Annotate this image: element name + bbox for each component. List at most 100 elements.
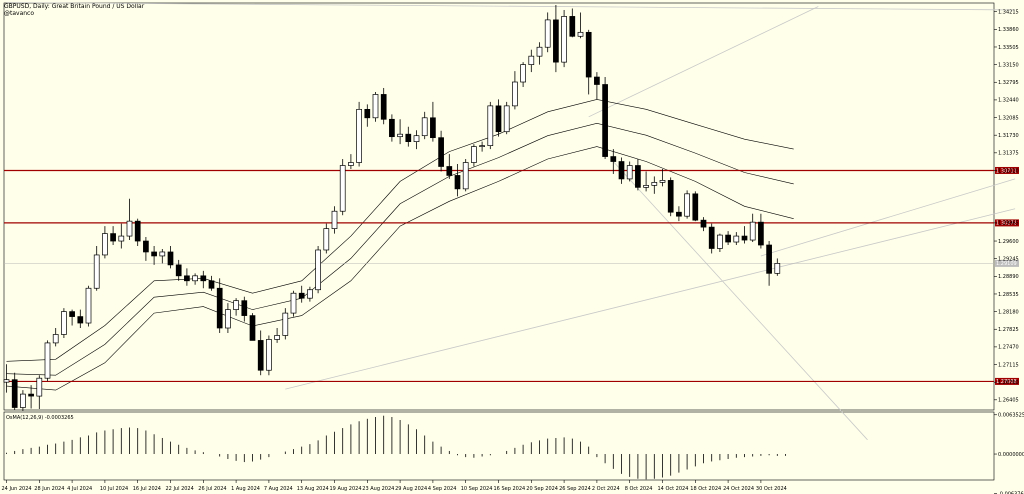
bear-candle [446,166,453,176]
bull-candle [520,64,526,83]
x-tick-label: 24 Jun 2024 [2,486,32,492]
x-tick-label: 26 Sep 2024 [559,486,591,492]
osma-y-tick-label: 0.0063525 [998,413,1024,419]
bull-candle [225,309,231,329]
bull-candle [462,162,469,190]
bear-candle [766,244,772,274]
x-tick-label: 4 Jul 2024 [67,486,92,492]
bull-candle [315,249,321,291]
bear-candle [635,165,641,188]
x-tick-label: 24 Oct 2024 [723,486,754,492]
y-tick-label: 1.28180 [998,309,1019,315]
osma-y-tick-label: -0.0063769 [998,491,1024,494]
y-tick-label: 1.34215 [998,9,1019,15]
y-tick-label: 1.28535 [998,292,1019,298]
bull-candle [561,16,567,63]
x-tick-label: 23 Aug 2024 [362,486,394,492]
main-plot-frame [3,2,995,411]
bull-candle [20,393,26,408]
price-level-tag [995,219,1019,227]
bull-candle [544,19,551,48]
bull-candle [192,275,198,282]
bull-candle [479,145,485,147]
x-tick-label: 10 Jul 2024 [100,486,128,492]
bull-candle [413,135,420,142]
bear-candle [692,193,699,221]
bull-candle [536,46,543,57]
bull-candle [487,105,494,146]
y-tick-label: 1.33150 [998,62,1019,68]
bull-candle [61,311,67,335]
bull-candle [339,165,346,212]
bull-candle [307,289,313,299]
bear-candle [257,340,264,371]
price-level-tag [995,166,1019,174]
x-tick-label: 1 Aug 2024 [231,486,260,492]
y-tick-label: 1.32085 [998,115,1019,121]
bull-candle [372,94,379,119]
x-tick-label: 8 Oct 2024 [625,486,653,492]
bull-candle [733,235,740,243]
price-level-label: 1.30272 [996,221,1017,227]
bull-candle [3,379,10,383]
bull-candle [274,335,280,340]
osma-title: OsMA(12,26,9) -0.0003265 [6,415,74,421]
bull-candle [749,221,756,241]
bear-candle [249,315,256,341]
bear-candle [495,105,502,133]
trendline [760,178,1016,257]
bear-candle [700,219,707,228]
bear-candle [143,240,149,253]
bull-candle [331,210,338,229]
y-tick-label: 1.29245 [998,256,1019,262]
bull-candle [36,377,43,397]
bear-candle [758,221,764,246]
bull-candle [290,292,297,314]
trendline [613,161,868,441]
y-tick-label: 1.33505 [998,45,1019,51]
bull-candle [93,254,100,289]
bull-candle [421,117,428,137]
x-tick-label: 29 Aug 2024 [395,486,427,492]
x-tick-label: 18 Oct 2024 [690,486,721,492]
bull-candle [528,55,535,65]
x-tick-label: 22 Jul 2024 [166,486,194,492]
bull-candle [52,334,59,344]
bear-candle [610,156,617,162]
envelope-upper-line [6,99,794,362]
bull-candle [626,165,633,180]
bull-candle [102,233,108,256]
x-tick-label: 2 Oct 2024 [592,486,620,492]
bear-candle [430,117,436,139]
bear-candle [741,235,748,241]
bear-candle [77,316,84,324]
bear-candle [618,161,625,180]
bull-candle [85,287,92,324]
price-level-tag [995,377,1019,385]
bull-candle [577,31,584,37]
osma-plot-frame [3,411,995,481]
y-tick-label: 1.27825 [998,327,1019,333]
y-tick-label: 1.32440 [998,98,1019,104]
bear-candle [667,180,674,213]
trendline [588,6,819,118]
envelope-lower-line [6,146,794,391]
bear-candle [151,251,157,257]
bull-candle [266,339,272,371]
bear-candle [553,19,559,63]
y-tick-label: 1.26760 [998,380,1019,386]
bear-candle [241,300,248,316]
bear-candle [438,137,444,167]
bear-candle [167,251,174,266]
x-tick-label: 7 Aug 2024 [264,486,293,492]
x-tick-label: 10 Sep 2024 [461,486,493,492]
y-tick-label: 1.33860 [998,27,1019,33]
bear-candle [594,76,600,85]
bull-candle [397,133,403,138]
bear-candle [454,175,461,190]
current-price-label: 1.29109 [996,261,1017,267]
envelope-middle-line [6,122,794,376]
x-tick-label: 16 Sep 2024 [494,486,526,492]
x-tick-label: 4 Sep 2024 [428,486,457,492]
